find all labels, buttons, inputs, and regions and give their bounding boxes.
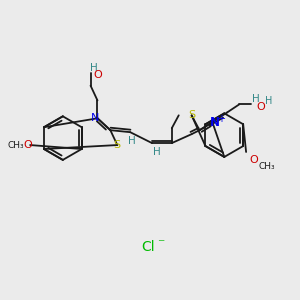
Text: N: N bbox=[91, 113, 100, 123]
Text: O: O bbox=[24, 140, 32, 150]
Text: H: H bbox=[90, 63, 98, 73]
Text: +: + bbox=[217, 114, 225, 124]
Text: CH₃: CH₃ bbox=[259, 162, 275, 171]
Text: CH₃: CH₃ bbox=[8, 140, 25, 149]
Text: O: O bbox=[250, 155, 258, 165]
Text: H: H bbox=[128, 136, 136, 146]
Text: Cl: Cl bbox=[141, 240, 155, 254]
Text: H: H bbox=[153, 147, 161, 157]
Text: S: S bbox=[114, 140, 121, 150]
Text: S: S bbox=[188, 110, 195, 120]
Text: N: N bbox=[209, 116, 219, 129]
Text: ⁻: ⁻ bbox=[157, 237, 165, 251]
Text: H: H bbox=[265, 97, 273, 106]
Text: H: H bbox=[252, 94, 260, 104]
Text: O: O bbox=[256, 102, 265, 112]
Text: O: O bbox=[93, 70, 102, 80]
